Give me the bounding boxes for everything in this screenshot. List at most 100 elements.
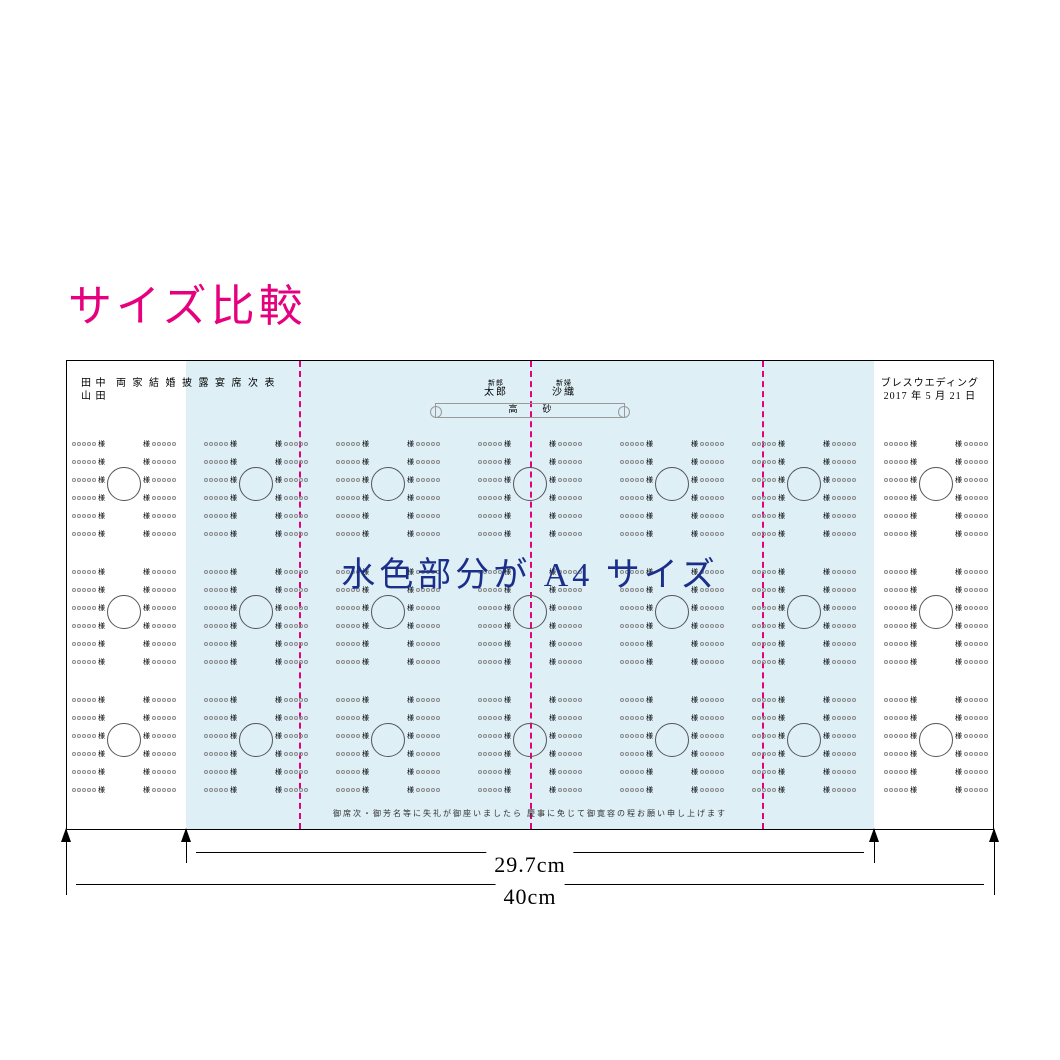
seat-column: 様様様様様様 [739,693,787,801]
seat: 様 [821,601,869,615]
seat: 様 [323,655,371,669]
family-name-2: 山 田 [81,391,107,402]
seat: 様 [871,509,919,523]
seat: 様 [689,601,737,615]
seat-suffix: 様 [910,731,917,741]
seat-suffix: 様 [823,493,830,503]
seat-suffix: 様 [646,767,653,777]
seat: 様 [465,637,513,651]
seat: 様 [607,693,655,707]
seat: 様 [821,491,869,505]
seat: 様 [59,783,107,797]
seat: 様 [273,729,321,743]
seat: 様 [273,619,321,633]
seat: 様 [547,765,595,779]
seat-suffix: 様 [910,713,917,723]
seat-suffix: 様 [275,529,282,539]
seat: 様 [607,747,655,761]
seat: 様 [607,765,655,779]
seat-suffix: 様 [910,767,917,777]
seat: 様 [871,527,919,541]
seat: 様 [689,437,737,451]
seat-column: 様様様様様様 [405,437,453,545]
seat: 様 [739,729,787,743]
seat: 様 [739,711,787,725]
seat: 様 [405,619,453,633]
seat: 様 [141,455,189,469]
seat: 様 [273,473,321,487]
seat: 様 [547,473,595,487]
seat-suffix: 様 [143,639,150,649]
seat-suffix: 様 [275,457,282,467]
seat: 様 [191,455,239,469]
seat-suffix: 様 [143,731,150,741]
seat-suffix: 様 [275,749,282,759]
seat: 様 [191,491,239,505]
seat: 様 [141,765,189,779]
seat-suffix: 様 [407,493,414,503]
seat-suffix: 様 [549,767,556,777]
seat-suffix: 様 [143,529,150,539]
seat-suffix: 様 [823,639,830,649]
seat: 様 [607,437,655,451]
seat-suffix: 様 [778,603,785,613]
seat-suffix: 様 [230,785,237,795]
seat-suffix: 様 [646,713,653,723]
seat: 様 [871,473,919,487]
seat-suffix: 様 [691,695,698,705]
seat-suffix: 様 [955,695,962,705]
seat: 様 [273,491,321,505]
page-title: サイズ比較 [68,270,307,334]
seat-column: 様様様様様様 [821,693,869,801]
seat-suffix: 様 [143,657,150,667]
seat-suffix: 様 [275,621,282,631]
guest-table: 様様様様様様様様様様様様 [739,435,869,545]
seat: 様 [607,473,655,487]
seat-suffix: 様 [823,475,830,485]
seat: 様 [821,437,869,451]
seat: 様 [273,637,321,651]
seat-suffix: 様 [98,529,105,539]
seat-suffix: 様 [230,749,237,759]
seat-suffix: 様 [275,695,282,705]
table-circle [239,723,273,757]
seat-suffix: 様 [362,713,369,723]
seat: 様 [59,619,107,633]
seat-suffix: 様 [549,603,556,613]
seat: 様 [405,783,453,797]
seat-column: 様様様様様様 [465,437,513,545]
seat-suffix: 様 [691,731,698,741]
seat-suffix: 様 [778,767,785,777]
seat-suffix: 様 [910,475,917,485]
seat-suffix: 様 [362,439,369,449]
seat-suffix: 様 [362,731,369,741]
table-circle [787,467,821,501]
seat-suffix: 様 [910,621,917,631]
table-circle [107,723,141,757]
seat: 様 [953,509,1001,523]
seat: 様 [821,783,869,797]
seat-suffix: 様 [407,511,414,521]
seat: 様 [547,455,595,469]
seat-suffix: 様 [504,511,511,521]
seat: 様 [465,693,513,707]
seat: 様 [821,655,869,669]
seat-suffix: 様 [407,785,414,795]
guest-table: 様様様様様様様様様様様様 [871,435,1001,545]
table-circle [371,467,405,501]
seat-suffix: 様 [98,785,105,795]
seat: 様 [689,655,737,669]
seat-suffix: 様 [691,749,698,759]
seat-suffix: 様 [910,439,917,449]
seat-suffix: 様 [98,511,105,521]
seat-suffix: 様 [407,657,414,667]
seat: 様 [465,765,513,779]
seat: 様 [821,619,869,633]
seat-suffix: 様 [778,621,785,631]
seat: 様 [273,693,321,707]
seat: 様 [739,783,787,797]
seat: 様 [871,729,919,743]
seat: 様 [607,455,655,469]
seat-suffix: 様 [549,457,556,467]
table-circle [787,595,821,629]
